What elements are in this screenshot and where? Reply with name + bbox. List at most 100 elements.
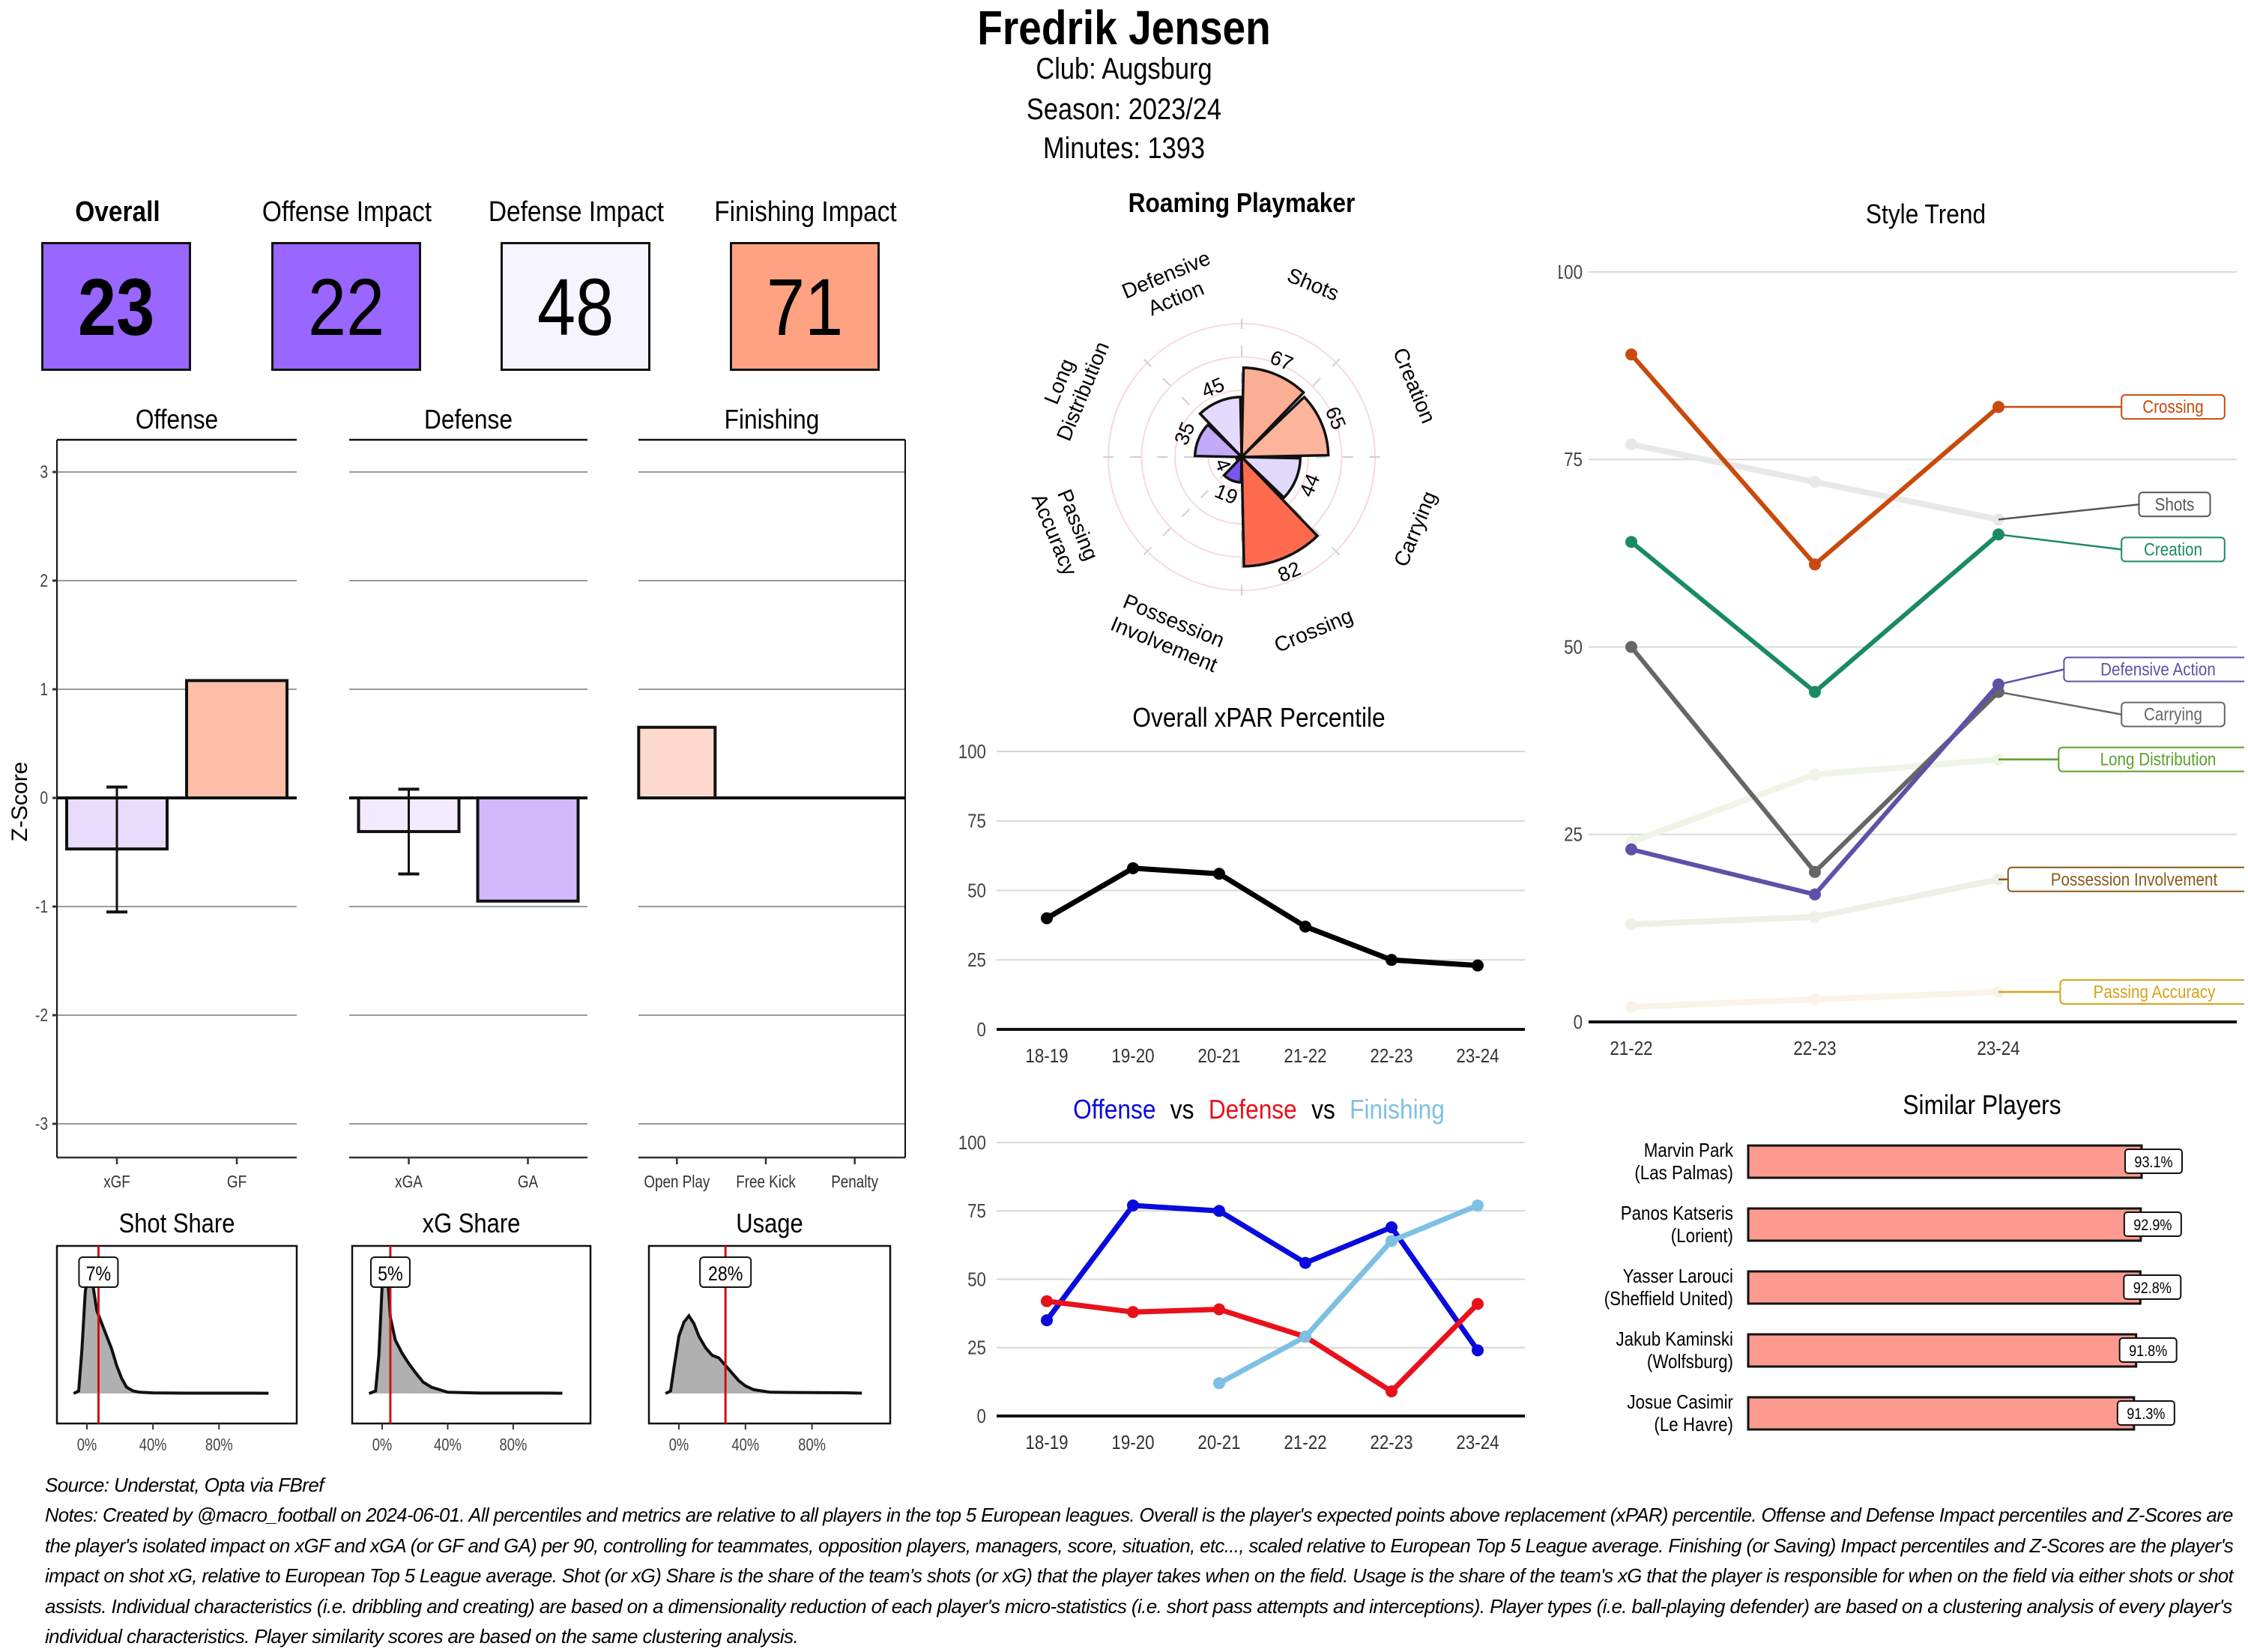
radar-spoke [1255, 471, 1349, 564]
y-tick-label: 25 [967, 1337, 986, 1359]
source-note: Source: Understat, Opta via FBref [45, 1474, 324, 1496]
series-label: Passing Accuracy [2094, 982, 2217, 1002]
score-value-finishing: 71 [766, 261, 844, 352]
series-label: Shots [2155, 494, 2195, 515]
y-tick-label: 100 [1559, 261, 1583, 283]
radar-category-label-line: Creation [1389, 345, 1440, 427]
score-value-defense: 48 [537, 261, 614, 352]
score-value-overall: 23 [77, 261, 155, 352]
similarity-label: 92.8% [2133, 1280, 2172, 1298]
similar-title: Similar Players [1903, 1090, 2061, 1120]
panel-title: Usage [736, 1209, 803, 1239]
data-point [1809, 476, 1821, 488]
data-point [1625, 641, 1637, 653]
bar-open-play [637, 725, 717, 799]
bar-gf [185, 679, 288, 799]
panel-title: Finishing [725, 405, 820, 435]
x-tick-label: 23-24 [1977, 1038, 2019, 1059]
similar-players-chart: Similar Players Marvin Park(Las Palmas) 9… [1604, 1090, 2183, 1435]
y-tick-label: 0 [40, 787, 48, 808]
player-name: Jakub Kaminski [1616, 1328, 1733, 1350]
radar-ring [1174, 390, 1309, 524]
data-point-offense [1213, 1205, 1225, 1217]
x-tick-label: 18-19 [1025, 1432, 1068, 1453]
density-panel-xg-share: xG Share 5% 0% 40% 80% [351, 1209, 592, 1455]
x-tick-label: 22-23 [1370, 1432, 1412, 1453]
x-tick-label: Free Kick [736, 1173, 796, 1191]
radar-category-label: Crossing [1271, 604, 1356, 657]
x-tick-label: 21-22 [1610, 1038, 1652, 1059]
score-label-offense: Offense Impact [262, 196, 432, 228]
y-axis-label: Z-Score [7, 762, 32, 842]
density-curve [73, 1265, 269, 1395]
player-name: Yasser Larouci [1623, 1265, 1733, 1287]
density-curve [368, 1259, 563, 1395]
score-box-defense: 48 [501, 242, 650, 371]
y-tick-label: 75 [967, 1201, 986, 1223]
series-line-creation [1630, 533, 2000, 695]
data-point-defense [1041, 1295, 1053, 1307]
score-box-finishing: 71 [730, 242, 880, 371]
zscore-panel-defense: Defense xGA GA [349, 405, 587, 1191]
y-tick-label: 3 [40, 462, 48, 482]
data-point-xpar [1213, 868, 1225, 880]
notes-line: assists. Individual characteristics (i.e… [45, 1594, 2232, 1618]
player-club: (Le Havre) [1654, 1414, 1733, 1435]
notes-line: the player's isolated impact on xGF and … [45, 1534, 2234, 1557]
series-label-box [2138, 491, 2211, 518]
series-line-defense [1046, 1298, 1480, 1394]
radar-wedge-defensive-action [1198, 396, 1243, 461]
style-title: Style Trend [1866, 199, 1986, 229]
x-tick-label: Penalty [831, 1173, 878, 1191]
y-tick-label: 2 [40, 570, 48, 591]
panel-title: Defense [424, 405, 513, 435]
zscore-panel-offense: Offense xGF GF 3 2 1 0 -1 -2 -3 [35, 405, 297, 1191]
data-point [1625, 438, 1637, 451]
similarity-bar [1747, 1144, 2143, 1179]
y-tick-label: 1 [40, 679, 48, 700]
y-tick-label: 0 [1574, 1011, 1583, 1033]
x-tick-label: 19-20 [1111, 1045, 1154, 1064]
player-name-title: Fredrik Jensen [977, 1, 1271, 55]
label-leader [1998, 668, 2064, 686]
similarity-label: 91.8% [2129, 1343, 2167, 1361]
x-tick-label: 40% [139, 1435, 167, 1454]
ovd-title-vs-2: vs [1311, 1095, 1335, 1125]
series-line-xpar [1045, 865, 1478, 969]
data-point-offense [1299, 1256, 1311, 1269]
x-tick-label: 0% [669, 1435, 689, 1454]
score-box-overall: 23 [41, 242, 191, 371]
similarity-label: 93.1% [2134, 1154, 2172, 1172]
x-tick-label: 80% [798, 1435, 826, 1454]
panel-title: Offense [136, 405, 218, 435]
data-point-defense [1472, 1298, 1484, 1310]
radar-wedge-shots [1240, 366, 1306, 461]
similarity-bar [1747, 1396, 2136, 1431]
series-label-box [2058, 746, 2244, 772]
zscore-chart: Z-Score Offense xGF GF 3 2 1 0 -1 -2 -3 Defense xGA G… [7, 405, 906, 1191]
similarity-label-box [2124, 1149, 2183, 1174]
y-tick-label: -1 [35, 896, 48, 917]
radar-value-label: 35 [1170, 419, 1199, 448]
label-leader [1998, 691, 2122, 715]
minutes-line: Minutes: 1393 [1042, 132, 1206, 165]
player-name: Marvin Park [1644, 1140, 1734, 1161]
radar-category-label: LongDistribution [1028, 329, 1114, 444]
similarity-bar [1747, 1207, 2142, 1242]
y-tick-label: 0 [977, 1019, 986, 1041]
offense-defense-finishing-chart: Offense vs Defense vs Finishing 100 75 50 25 0 18… [958, 1095, 1525, 1453]
x-tick-label: 22-23 [1793, 1038, 1836, 1059]
y-tick-label: -3 [35, 1113, 48, 1134]
radar-wedge-carrying [1238, 456, 1302, 500]
data-point-offense [1386, 1221, 1398, 1234]
ovd-title-defense: Defense [1209, 1095, 1297, 1125]
radar-wedge-long-distribution [1193, 423, 1245, 459]
bar-ga [476, 796, 580, 903]
season-line: Season: 2023/24 [1026, 93, 1222, 126]
radar-category-label: PossessionInvolvement [1108, 588, 1231, 677]
radar-spoke [1134, 471, 1228, 564]
radar-value-label: 82 [1275, 557, 1304, 587]
data-point [1809, 865, 1821, 878]
